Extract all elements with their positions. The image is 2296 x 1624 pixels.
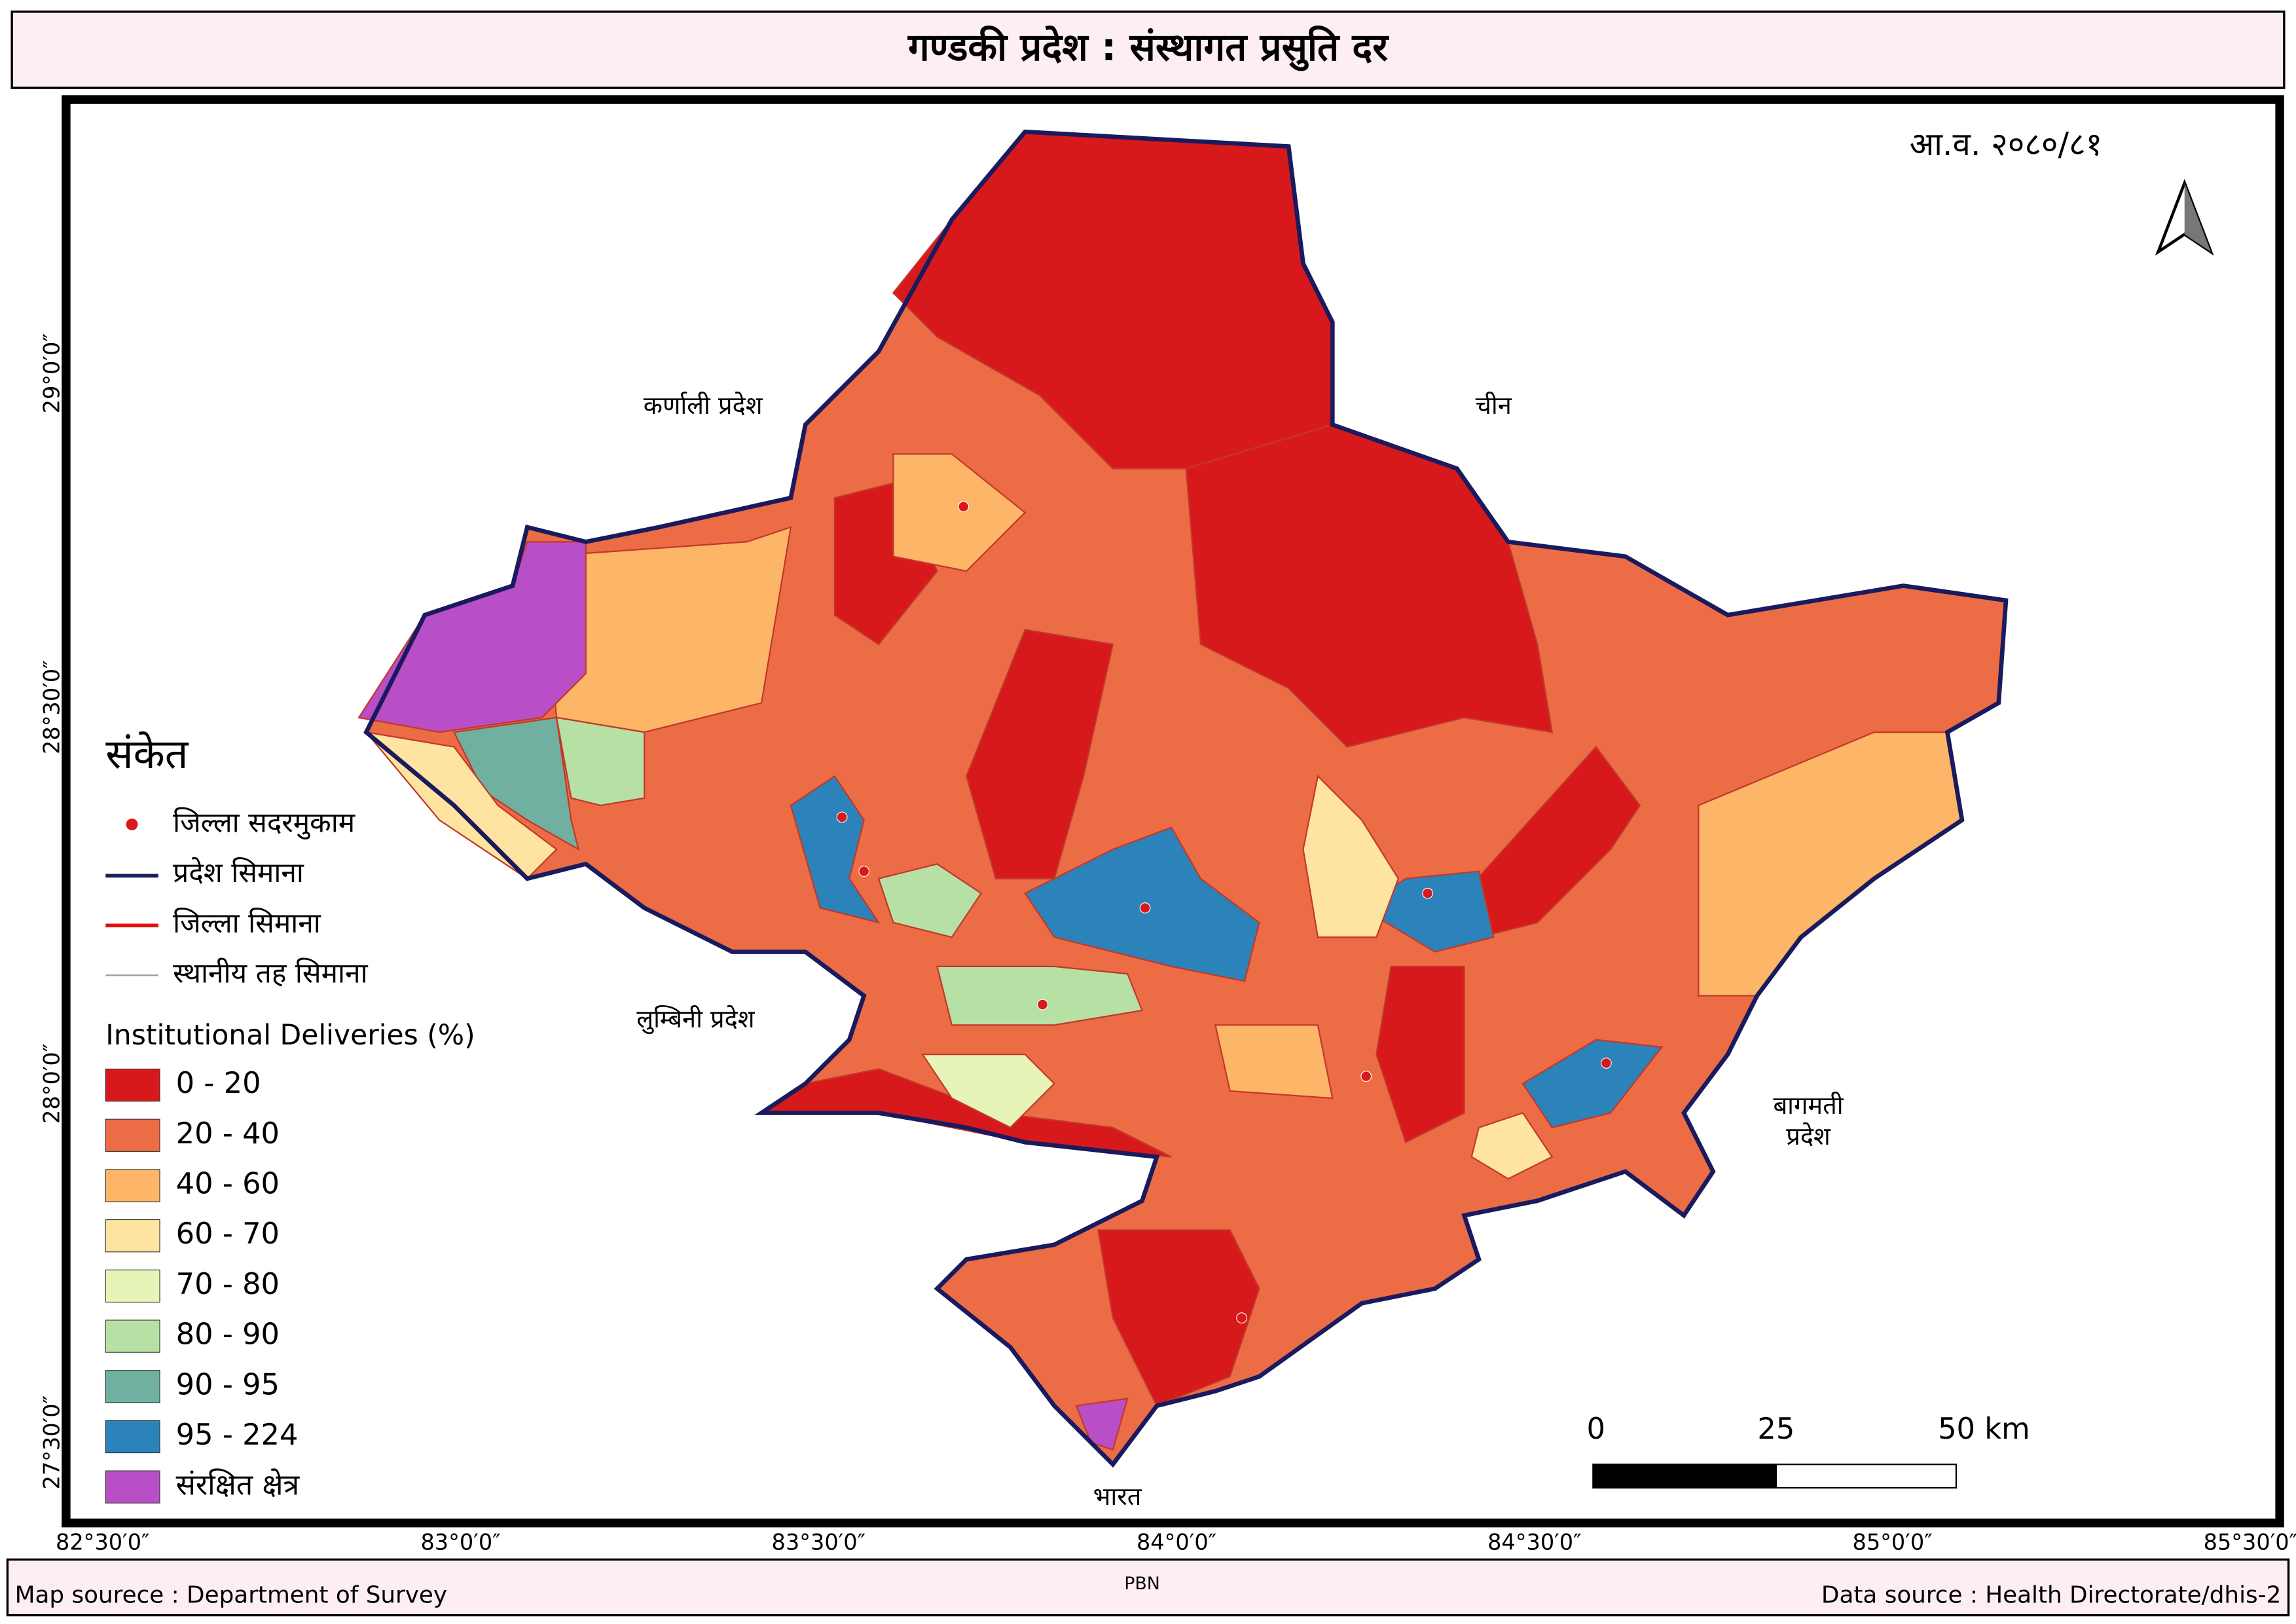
region — [364, 731, 558, 880]
legend-symbol-label: जिल्ला सिमाना — [173, 907, 321, 940]
north-arrow — [2155, 179, 2214, 256]
region — [1522, 1039, 1664, 1129]
neighbor-label: भारत — [1093, 1482, 1142, 1511]
legend-class-label: 40 - 60 — [176, 1166, 280, 1200]
hq-dots — [836, 501, 1612, 1324]
region — [1097, 1229, 1260, 1407]
legend-swatch — [105, 1118, 160, 1152]
legend-class-label: 90 - 95 — [176, 1367, 280, 1401]
region — [1302, 774, 1400, 938]
neighbor-label: चीन — [1476, 391, 1512, 420]
title-box — [10, 10, 2286, 89]
region — [1360, 870, 1495, 953]
legend-title: संकेत — [105, 730, 189, 778]
legend-swatch — [105, 1420, 160, 1454]
region — [1376, 965, 1465, 1143]
legend-class-label: 95 - 224 — [176, 1417, 299, 1452]
legend-swatch — [105, 1169, 160, 1202]
legend-swatch — [105, 1320, 160, 1353]
lon-label: 83°0′0″ — [420, 1530, 500, 1555]
legend-swatch — [105, 1068, 160, 1102]
lat-label: 27°30′0″ — [39, 1395, 64, 1490]
footer-center: PBN — [1124, 1574, 1160, 1594]
legend-symbol-label: प्रदेश सिमाना — [173, 857, 304, 889]
legend-class-label: 20 - 40 — [176, 1116, 280, 1151]
legend-class-label: 70 - 80 — [176, 1266, 280, 1301]
lat-label: 28°0′0″ — [39, 1044, 64, 1124]
scale-bar — [1592, 1464, 1958, 1489]
neighbor-label: लुम्बिनी प्रदेश — [636, 1005, 755, 1035]
scale-label: 25 — [1757, 1411, 1795, 1446]
region — [936, 965, 1144, 1026]
lon-label: 83°30′0″ — [772, 1530, 866, 1555]
legend-swatch — [105, 1269, 160, 1303]
lon-label: 85°0′0″ — [1853, 1530, 1933, 1555]
legend-symbols — [105, 819, 158, 976]
legend-swatch — [105, 1219, 160, 1253]
lon-label: 84°30′0″ — [1487, 1530, 1582, 1555]
fiscal-year: आ.व. २०८०/८१ — [1910, 125, 2103, 163]
legend-class-label: संरक्षित क्षेत्र — [176, 1467, 301, 1502]
legend-swatch — [105, 1370, 160, 1403]
region — [877, 863, 983, 938]
lon-label: 85°30′0″ — [2204, 1530, 2296, 1555]
legend-symbol-label: जिल्ला सदरमुकाम — [173, 807, 355, 840]
legend-class-label: 0 - 20 — [176, 1065, 261, 1100]
legend-classes-title: Institutional Deliveries (%) — [105, 1020, 475, 1052]
lon-label: 84°0′0″ — [1137, 1530, 1216, 1555]
legend: जिल्ला सदरमुकाम प्रदेश सिमाना जिल्ला सिमान… — [105, 807, 369, 1504]
region — [1470, 1112, 1554, 1180]
region — [1075, 1397, 1129, 1451]
legend-class-label: 80 - 90 — [176, 1317, 280, 1352]
legend-symbol-label: स्थानीय तह सिमाना — [173, 957, 368, 990]
scale-label: 50 km — [1938, 1411, 2030, 1446]
legend-class-label: 60 - 70 — [176, 1216, 280, 1251]
region — [921, 1053, 1055, 1129]
lat-label: 28°30′0″ — [39, 660, 64, 754]
region — [790, 775, 881, 924]
footer-left: Map sourece : Department of Survey — [15, 1582, 447, 1609]
scale-label: 0 — [1587, 1411, 1605, 1446]
region — [892, 453, 1027, 572]
neighbor-label: बागमती — [1773, 1091, 1844, 1120]
neighbor-label: कर्णाली प्रदेश — [644, 391, 763, 420]
lon-label: 82°30′0″ — [56, 1530, 150, 1555]
region — [1214, 1024, 1334, 1099]
coordinates: 29°0′0″ 28°30′0″ 28°0′0″ 27°30′0″ 82°30′0″ 83… — [39, 333, 2296, 1555]
neighbor-label: प्रदेश — [1786, 1122, 1831, 1151]
title: गण्डकी प्रदेश : संस्थागत प्रसुति दर — [907, 25, 1389, 71]
lat-label: 29°0′0″ — [39, 333, 64, 413]
map — [357, 129, 2009, 1468]
province-boundary — [363, 129, 2009, 1468]
legend-swatch — [105, 1470, 160, 1504]
region — [555, 716, 646, 807]
footer-box — [6, 1558, 2290, 1617]
footer-right: Data source : Health Directorate/dhis-2 — [1821, 1582, 2281, 1609]
